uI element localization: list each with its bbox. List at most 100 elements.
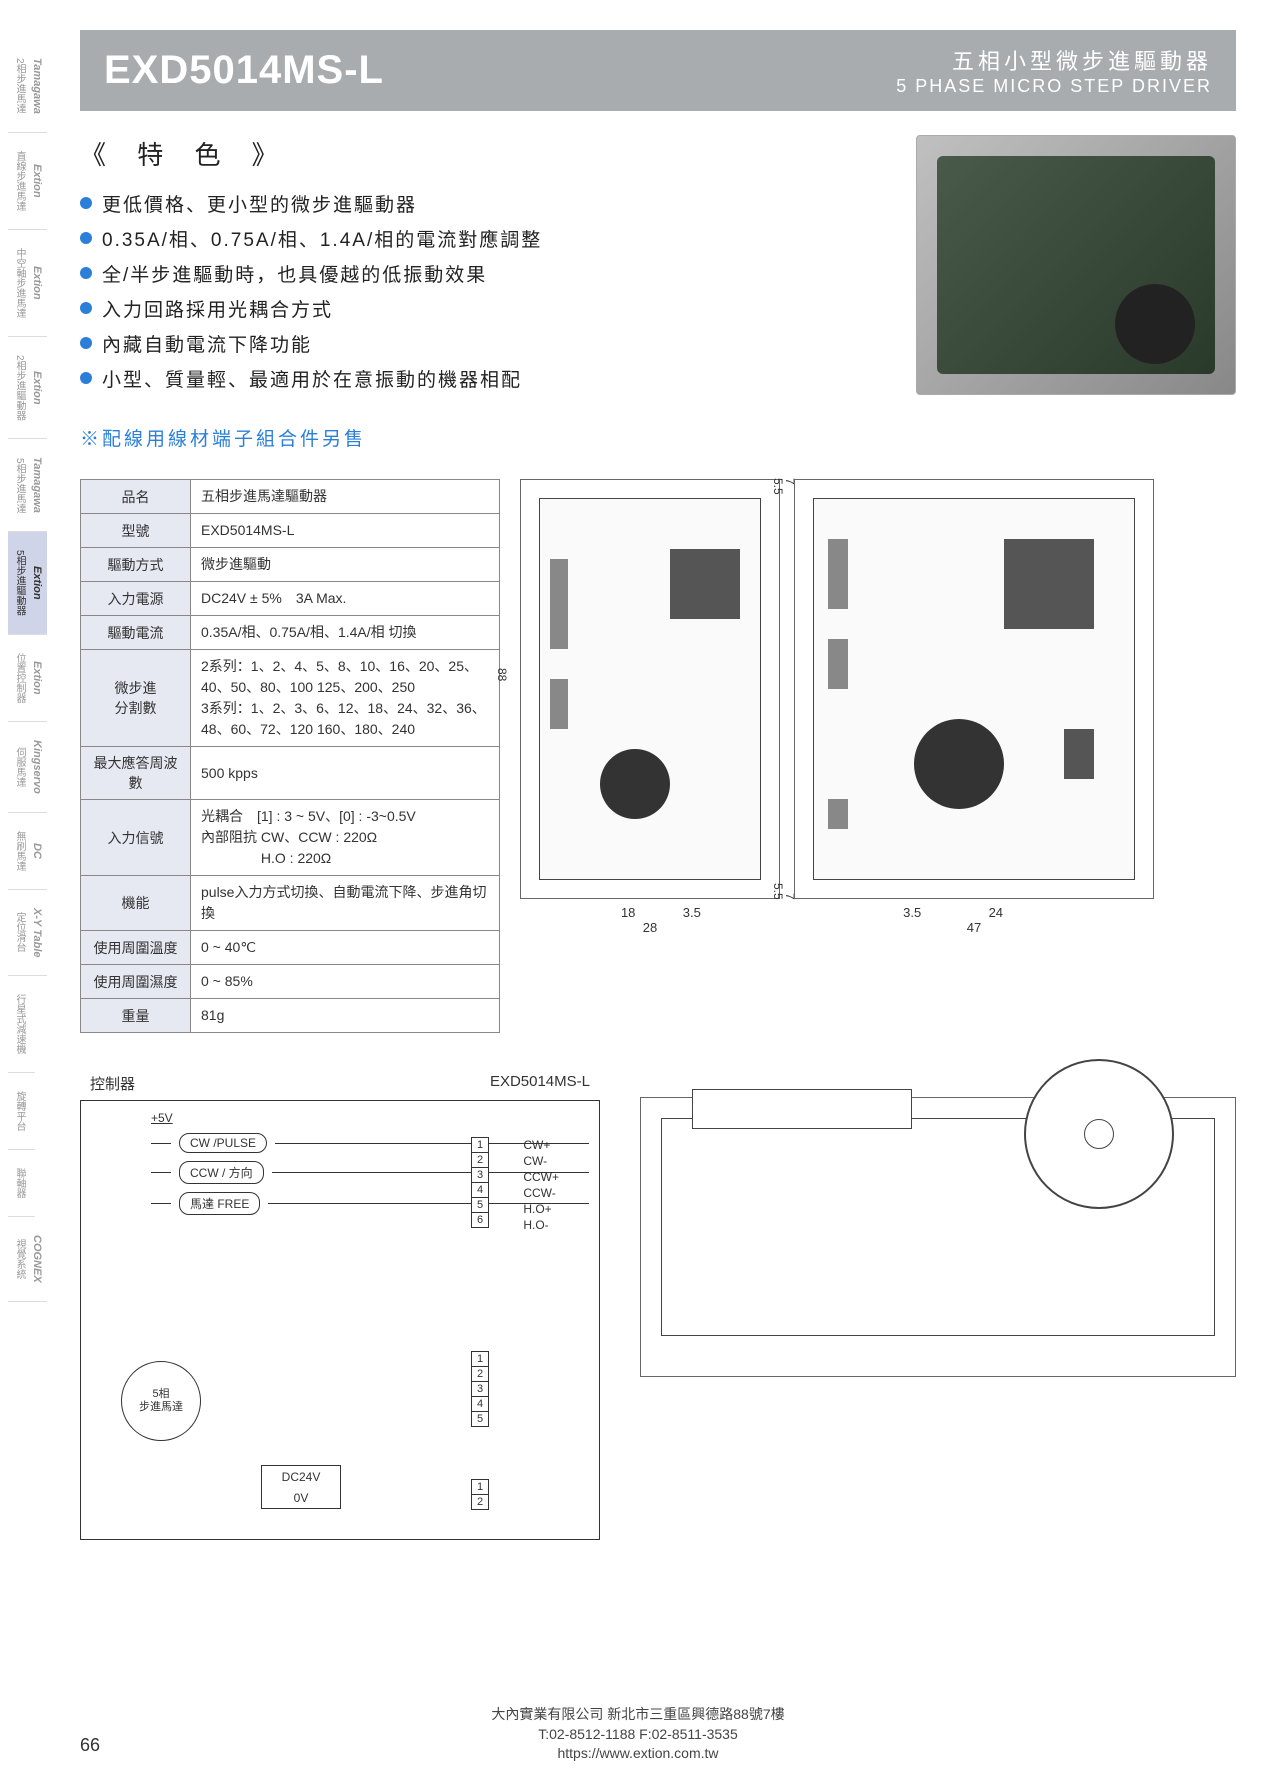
tab-brand: Extion [31, 661, 43, 695]
pin-number: 1 [471, 1137, 489, 1153]
spec-label: 使用周圍溫度 [81, 931, 191, 965]
supply-label: +5V [151, 1111, 589, 1125]
page-footer: 大內實業有限公司 新北市三重區興德路88號7樓 T:02-8512-1188 F… [491, 1705, 784, 1764]
spec-label: 最大應答周波數 [81, 747, 191, 800]
tab-brand: Tamagawa [31, 457, 43, 513]
side-tab[interactable]: COGNEX 視覺系統 [8, 1217, 47, 1302]
table-row: 重量81g [81, 999, 500, 1033]
side-tab[interactable]: Tamagawa 5相步進馬達 [8, 439, 47, 532]
wiring-controller-label: 控制器 [90, 1073, 135, 1094]
side-tab[interactable]: Tamagawa 2相步進馬達 [8, 40, 47, 133]
feature-text: 0.35A/相、0.75A/相、1.4A/相的電流對應調整 [102, 225, 542, 252]
tab-brand: DC [31, 843, 43, 859]
side-tab[interactable]: Extion 中空軸步進馬達 [8, 230, 47, 337]
dim-label: 3.5 [892, 905, 932, 920]
tab-brand: Extion [31, 371, 43, 405]
bullet-icon [80, 267, 92, 279]
side-tab[interactable]: 聯軸器 [8, 1150, 35, 1217]
pin-number: 6 [471, 1212, 489, 1228]
side-tab[interactable]: Extion位置控制器 [8, 635, 47, 722]
table-row: 型號EXD5014MS-L [81, 514, 500, 548]
bullet-icon [80, 302, 92, 314]
side-tab[interactable]: DC 無刷馬達 [8, 813, 47, 890]
tab-brand: Extion [31, 266, 43, 300]
feature-item: 更低價格、更小型的微步進驅動器 [80, 190, 886, 217]
wiring-note: ※配線用線材端子組合件另售 [80, 424, 1236, 451]
tab-brand: Extion [31, 164, 43, 198]
table-row: 品名五相步進馬達驅動器 [81, 480, 500, 514]
tab-label: 5相步進驅動器 [12, 550, 27, 616]
page-number: 66 [80, 1735, 100, 1756]
tab-brand: Tamagawa [31, 58, 43, 114]
spec-value: 光耦合 [1] : 3 ~ 5V、[0] : -3~0.5V 內部阻抗 CW、C… [191, 800, 500, 876]
pin-label: CW+ [523, 1137, 559, 1153]
feature-text: 小型、質量輕、最適用於在意振動的機器相配 [102, 365, 522, 392]
pin-number: 5 [471, 1411, 489, 1427]
spec-value: 81g [191, 999, 500, 1033]
side-tab[interactable]: Extion 5相步進驅動器 [8, 532, 47, 635]
spec-label: 使用周圍濕度 [81, 965, 191, 999]
pin-label: CCW- [523, 1185, 559, 1201]
title-english: 5 PHASE MICRO STEP DRIVER [896, 76, 1212, 97]
side-tab[interactable]: 行星式減速機 [8, 976, 35, 1073]
tab-label: 定位滑台 [12, 912, 27, 952]
side-tab[interactable]: Extion2相步進驅動器 [8, 337, 47, 440]
tab-brand: Extion [31, 566, 43, 600]
table-row: 使用周圍溫度0 ~ 40℃ [81, 931, 500, 965]
power-label: DC24V [262, 1470, 340, 1484]
feature-item: 全/半步進驅動時，也具優越的低振動效果 [80, 260, 886, 287]
bullet-icon [80, 232, 92, 244]
power-label: 0V [262, 1491, 340, 1505]
bullet-icon [80, 337, 92, 349]
bullet-icon [80, 372, 92, 384]
pcb-top-view-1: 7 7 88 [520, 479, 780, 899]
tab-label: 2相步進馬達 [12, 58, 27, 114]
tab-label: 視覺系統 [12, 1239, 27, 1279]
spec-table: 品名五相步進馬達驅動器型號EXD5014MS-L驅動方式微步進驅動入力電源DC2… [80, 479, 500, 1033]
side-elevation-diagram [640, 1097, 1236, 1377]
dim-label: 28 [520, 920, 780, 935]
tab-label: 旋轉平台 [12, 1091, 27, 1131]
product-photo [916, 135, 1236, 395]
pin-number: 2 [471, 1366, 489, 1382]
dim-label: 18 [588, 905, 668, 920]
tab-label: 5相步進馬達 [12, 458, 27, 514]
pin-number: 3 [471, 1167, 489, 1183]
tab-brand: COGNEX [31, 1235, 43, 1283]
features-section: 《 特 色 》 更低價格、更小型的微步進驅動器0.35A/相、0.75A/相、1… [80, 135, 886, 400]
motor-symbol: 5相 步進馬達 [121, 1361, 201, 1441]
side-tab[interactable]: Extion直線步進馬達 [8, 133, 47, 230]
tab-label: 行星式減速機 [12, 994, 27, 1054]
spec-label: 入力信號 [81, 800, 191, 876]
tab-label: 無刷馬達 [12, 831, 27, 871]
dim-label: 5.5 [771, 883, 785, 900]
pin-label: CW- [523, 1153, 559, 1169]
tab-label: 中空軸步進馬達 [12, 248, 27, 318]
signal-label: 馬達 FREE [179, 1192, 260, 1215]
table-row: 入力信號光耦合 [1] : 3 ~ 5V、[0] : -3~0.5V 內部阻抗 … [81, 800, 500, 876]
feature-text: 入力回路採用光耦合方式 [102, 295, 333, 322]
spec-value: 2系列：1、2、4、5、8、10、16、20、25、40、50、80、100 1… [191, 650, 500, 747]
feature-item: 內藏自動電流下降功能 [80, 330, 886, 357]
side-tab[interactable]: X-Y Table定位滑台 [8, 890, 47, 977]
tab-label: 伺服馬達 [12, 747, 27, 787]
spec-value: DC24V ± 5% 3A Max. [191, 582, 500, 616]
dim-label: 47 [794, 920, 1154, 935]
power-supply-box: DC24V 0V [261, 1465, 341, 1509]
title-banner: EXD5014MS-L 五相小型微步進驅動器 5 PHASE MICRO STE… [80, 30, 1236, 111]
signal-label: CCW / 方向 [179, 1161, 264, 1184]
feature-item: 0.35A/相、0.75A/相、1.4A/相的電流對應調整 [80, 225, 886, 252]
side-tab[interactable]: 旋轉平台 [8, 1073, 35, 1150]
pin-number: 3 [471, 1381, 489, 1397]
table-row: 驅動方式微步進驅動 [81, 548, 500, 582]
spec-label: 入力電源 [81, 582, 191, 616]
table-row: 最大應答周波數500 kpps [81, 747, 500, 800]
dimension-diagrams: 7 7 88 18 3.5 28 [520, 479, 1236, 935]
feature-text: 更低價格、更小型的微步進驅動器 [102, 190, 417, 217]
spec-value: 500 kpps [191, 747, 500, 800]
side-tab[interactable]: Kingservo伺服馬達 [8, 722, 47, 813]
table-row: 入力電源DC24V ± 5% 3A Max. [81, 582, 500, 616]
footer-url: https://www.extion.com.tw [491, 1744, 784, 1764]
pin-number: 5 [471, 1197, 489, 1213]
dim-label: 3.5 [672, 905, 712, 920]
